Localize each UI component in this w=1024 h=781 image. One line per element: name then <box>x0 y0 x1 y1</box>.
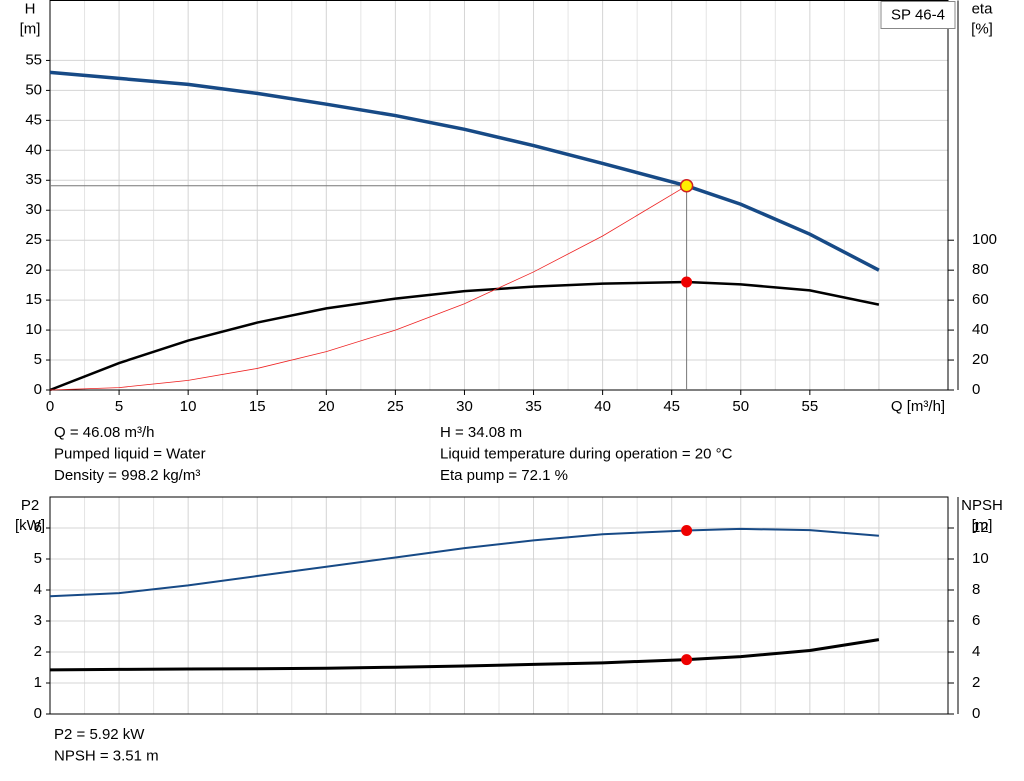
y-tick-label: 40 <box>25 141 42 158</box>
y-tick-label: 25 <box>25 231 42 248</box>
y-tick-label: 20 <box>25 261 42 278</box>
y2-tick-label: 40 <box>972 321 989 338</box>
y-tick-label: 15 <box>25 291 42 308</box>
y2-tick-label: 12 <box>972 519 989 536</box>
y-tick-label: 50 <box>25 81 42 98</box>
annotation: P2 = 5.92 kW <box>54 726 145 743</box>
model-box <box>880 1 956 29</box>
y2-axis-label: [%] <box>971 20 993 37</box>
y-axis-label: H <box>25 0 36 17</box>
y-tick-label: 10 <box>25 321 42 338</box>
x-tick-label: 30 <box>456 398 473 415</box>
annotation: Q = 46.08 m³/h <box>54 424 154 441</box>
y2-tick-label: 0 <box>972 381 980 398</box>
operating-point <box>681 524 693 536</box>
y2-tick-label: 0 <box>972 705 980 722</box>
x-axis-label: Q [m³/h] <box>891 398 945 415</box>
y-tick-label: 2 <box>34 643 42 660</box>
annotation: Density = 998.2 kg/m³ <box>54 467 200 484</box>
x-tick-label: 45 <box>663 398 680 415</box>
annotation: H = 34.08 m <box>440 424 522 441</box>
x-tick-label: 25 <box>387 398 404 415</box>
x-tick-label: 10 <box>180 398 197 415</box>
annotation: NPSH = 3.51 m <box>54 747 159 764</box>
series-line <box>49 527 880 598</box>
y-tick-label: 45 <box>25 111 42 128</box>
y-tick-label: 0 <box>34 381 42 398</box>
y-tick-label: 3 <box>34 612 42 629</box>
y-tick-label: 55 <box>25 51 42 68</box>
series-line <box>49 185 687 391</box>
operating-point <box>681 654 693 666</box>
x-tick-label: 15 <box>249 398 266 415</box>
y2-tick-label: 8 <box>972 581 980 598</box>
series-line <box>49 70 880 272</box>
y-tick-label: 6 <box>34 519 42 536</box>
y-axis-label: [m] <box>20 20 41 37</box>
plot-frame <box>49 0 949 391</box>
x-tick-label: 5 <box>115 398 123 415</box>
y2-axis-label: NPSH <box>961 497 1003 514</box>
x-tick-label: 20 <box>318 398 335 415</box>
annotation: Pumped liquid = Water <box>54 445 206 462</box>
y-tick-label: 1 <box>34 674 42 691</box>
y-tick-label: 5 <box>34 550 42 567</box>
x-tick-label: 0 <box>46 398 54 415</box>
annotation: Eta pump = 72.1 % <box>440 467 568 484</box>
x-tick-label: 35 <box>525 398 542 415</box>
y2-tick-label: 100 <box>972 231 997 248</box>
y-axis-label: P2 <box>21 497 39 514</box>
y2-tick-label: 60 <box>972 291 989 308</box>
y2-axis-label: [m] <box>972 517 993 534</box>
operating-point <box>681 276 693 288</box>
y-axis-label: [kW] <box>15 517 45 534</box>
y2-tick-label: 20 <box>972 351 989 368</box>
y-tick-label: 35 <box>25 171 42 188</box>
y2-tick-label: 4 <box>972 643 980 660</box>
y2-tick-label: 80 <box>972 261 989 278</box>
plot-frame <box>49 496 949 715</box>
model-label: SP 46-4 <box>891 6 945 23</box>
y2-tick-label: 2 <box>972 674 980 691</box>
x-tick-label: 50 <box>732 398 749 415</box>
series-line <box>49 638 880 672</box>
x-tick-label: 55 <box>802 398 819 415</box>
y-tick-label: 0 <box>34 705 42 722</box>
x-tick-label: 40 <box>594 398 611 415</box>
operating-point <box>679 179 694 193</box>
annotation: Liquid temperature during operation = 20… <box>440 445 733 462</box>
series-line <box>49 280 880 392</box>
y2-axis-label: eta <box>972 0 994 17</box>
y-tick-label: 30 <box>25 201 42 218</box>
y-tick-label: 4 <box>34 581 42 598</box>
y2-tick-label: 10 <box>972 550 989 567</box>
y2-tick-label: 6 <box>972 612 980 629</box>
y-tick-label: 5 <box>34 351 42 368</box>
